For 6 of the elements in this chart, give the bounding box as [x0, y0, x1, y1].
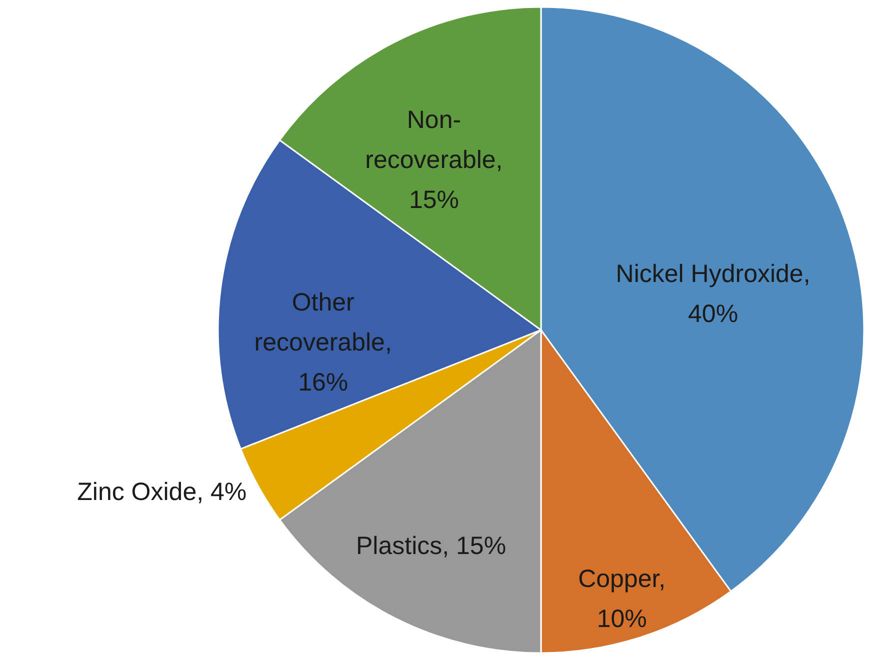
slice-label: Plastics, 15% [356, 532, 506, 560]
slice-label: Zinc Oxide, 4% [77, 478, 247, 506]
slice-label: Copper, 10% [578, 564, 666, 633]
slice-label: Other recoverable, 16% [254, 288, 392, 396]
slice-label: Nickel Hydroxide, 40% [616, 260, 810, 328]
slice-label: Non-recoverable, 15% [365, 106, 503, 214]
